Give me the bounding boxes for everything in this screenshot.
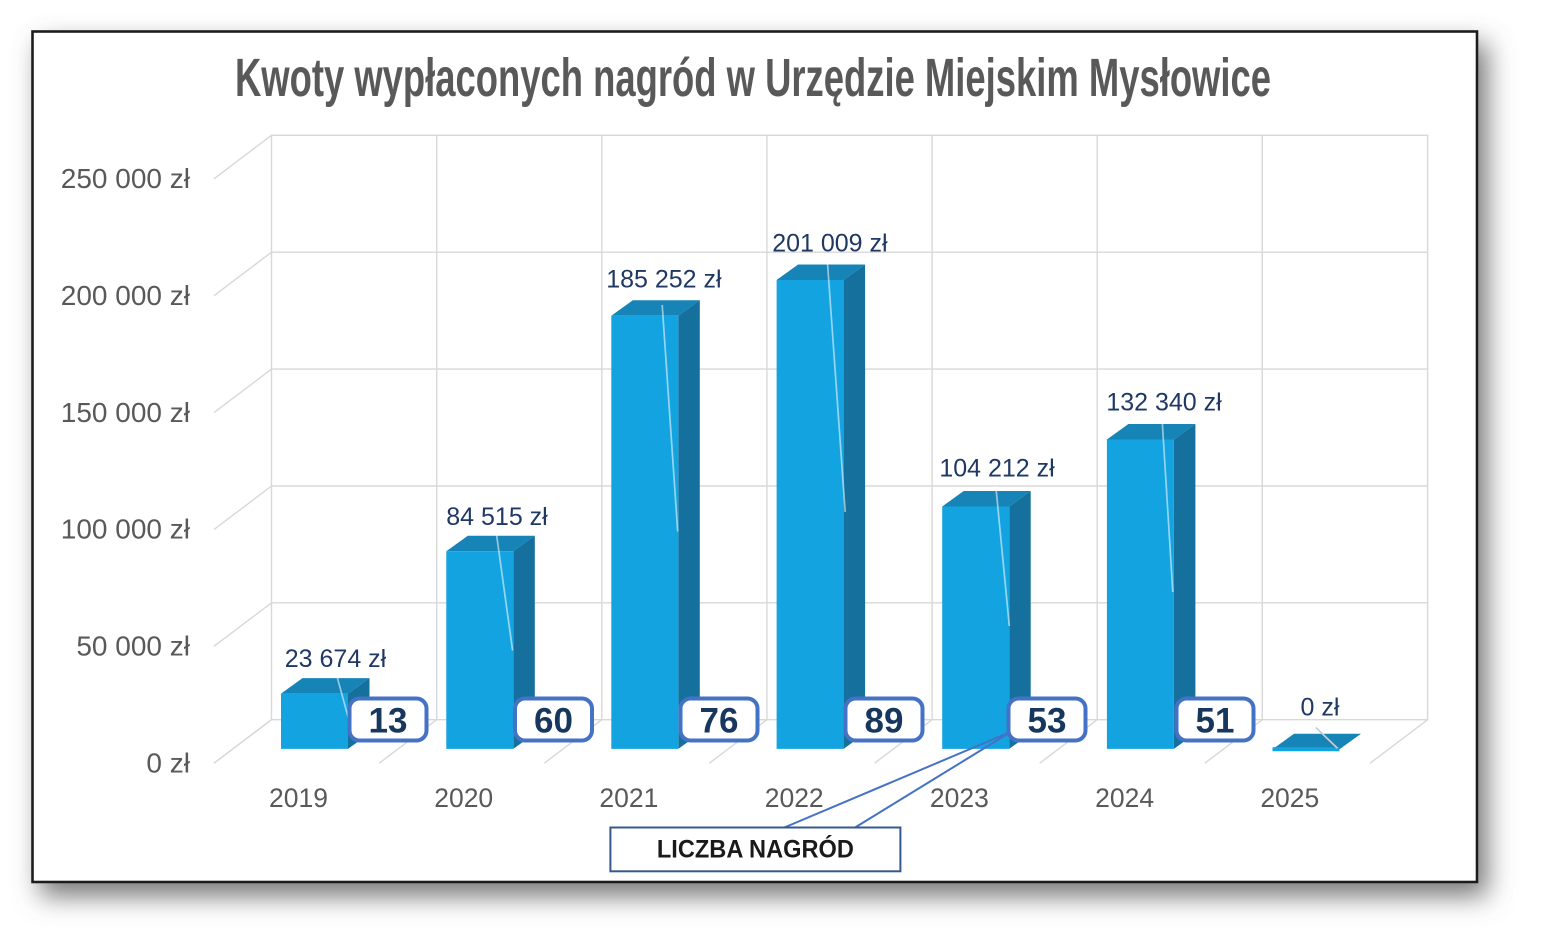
svg-text:13: 13 bbox=[369, 701, 408, 740]
svg-text:76: 76 bbox=[700, 701, 739, 740]
svg-text:100 000 zł: 100 000 zł bbox=[61, 514, 191, 545]
svg-text:51: 51 bbox=[1196, 701, 1235, 740]
svg-text:201 009 zł: 201 009 zł bbox=[772, 229, 888, 257]
svg-text:250 000 zł: 250 000 zł bbox=[61, 163, 191, 194]
svg-text:60: 60 bbox=[534, 701, 573, 740]
svg-text:2019: 2019 bbox=[269, 783, 328, 813]
svg-text:2024: 2024 bbox=[1095, 783, 1154, 813]
svg-text:2025: 2025 bbox=[1260, 783, 1319, 813]
svg-text:132 340 zł: 132 340 zł bbox=[1106, 389, 1222, 417]
svg-text:50 000 zł: 50 000 zł bbox=[76, 631, 190, 662]
svg-text:89: 89 bbox=[865, 701, 904, 740]
svg-text:150 000 zł: 150 000 zł bbox=[61, 397, 191, 428]
svg-text:2021: 2021 bbox=[599, 783, 658, 813]
svg-text:0 zł: 0 zł bbox=[1301, 694, 1340, 722]
svg-text:104 212 zł: 104 212 zł bbox=[939, 455, 1055, 483]
svg-text:23 674 zł: 23 674 zł bbox=[285, 645, 387, 673]
svg-text:Kwoty wypłaconych nagród w Urz: Kwoty wypłaconych nagród w Urzędzie Miej… bbox=[235, 48, 1271, 108]
svg-text:LICZBA NAGRÓD: LICZBA NAGRÓD bbox=[657, 834, 854, 864]
svg-text:2020: 2020 bbox=[434, 783, 493, 813]
svg-text:185 252 zł: 185 252 zł bbox=[606, 265, 722, 293]
svg-text:53: 53 bbox=[1028, 701, 1067, 740]
svg-text:2022: 2022 bbox=[765, 783, 824, 813]
svg-text:2023: 2023 bbox=[930, 783, 989, 813]
svg-text:0 zł: 0 zł bbox=[146, 748, 190, 779]
svg-text:200 000 zł: 200 000 zł bbox=[61, 280, 191, 311]
svg-text:84 515 zł: 84 515 zł bbox=[446, 503, 548, 531]
